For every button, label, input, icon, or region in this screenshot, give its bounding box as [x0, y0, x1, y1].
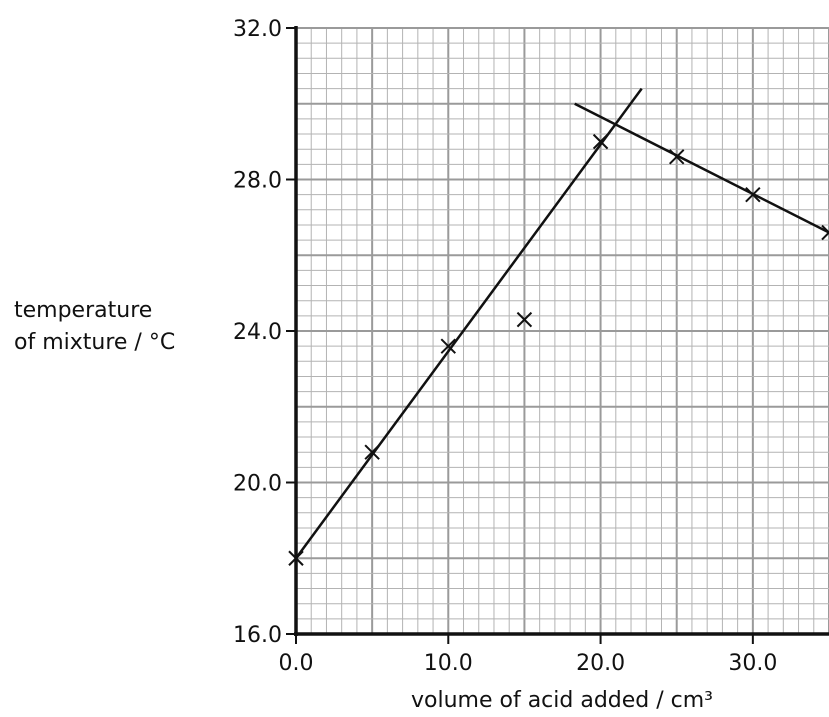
best-fit-line — [294, 87, 643, 559]
y-tick-label: 16.0 — [233, 623, 282, 648]
cross-stroke — [592, 133, 609, 150]
data-point — [592, 133, 609, 150]
y-tick-label: 20.0 — [233, 472, 282, 497]
y-tick-label: 24.0 — [233, 320, 282, 345]
cross-stroke — [440, 338, 456, 354]
cross-stroke — [745, 186, 761, 203]
data-point — [745, 186, 761, 203]
y-axis-title-line-2: of mixture / °C — [14, 330, 175, 355]
cross-stroke — [821, 224, 829, 234]
data-point — [821, 224, 829, 241]
x-tick-label: 20.0 — [576, 651, 625, 676]
data-point — [516, 311, 533, 328]
data-point — [440, 338, 456, 354]
data-points — [288, 133, 829, 566]
cross-stroke — [288, 550, 304, 566]
cross-stroke — [516, 311, 533, 328]
cross-stroke — [364, 444, 380, 460]
axes — [286, 26, 829, 644]
x-tick-label: 0.0 — [279, 651, 314, 676]
fit-lines — [294, 87, 829, 559]
cross-stroke — [821, 231, 829, 241]
cross-stroke — [669, 149, 685, 165]
x-tick-label: 30.0 — [728, 651, 777, 676]
y-tick-label: 28.0 — [233, 169, 282, 194]
x-axis-title: volume of acid added / cm³ — [411, 688, 713, 713]
data-point — [288, 550, 304, 566]
data-point — [669, 149, 685, 165]
tick-labels: 0.0 10.0 20.0 30.0 16.0 20.0 24.0 28.0 32.0 — [233, 17, 777, 676]
y-axis-title-line-1: temperature — [14, 298, 152, 323]
grid — [295, 27, 829, 635]
data-point — [364, 444, 380, 460]
best-fit-line — [574, 102, 829, 234]
x-tick-label: 10.0 — [424, 651, 473, 676]
y-tick-label: 32.0 — [233, 17, 282, 42]
